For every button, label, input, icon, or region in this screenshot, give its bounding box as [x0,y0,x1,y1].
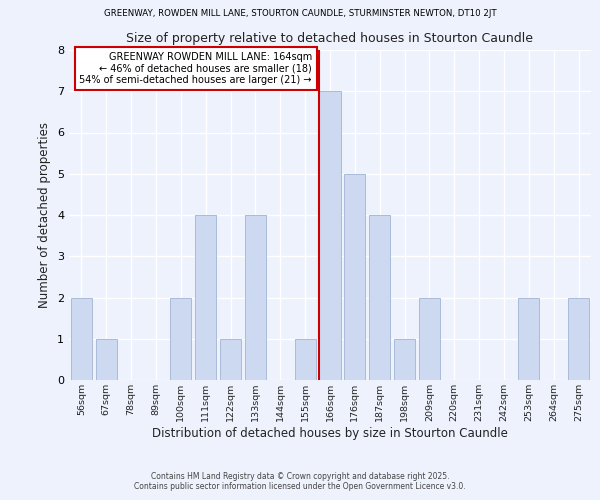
Bar [195,215,216,380]
Bar [394,339,415,380]
Bar [295,339,316,380]
Y-axis label: Number of detached properties: Number of detached properties [38,122,52,308]
Bar [369,215,390,380]
Text: Contains HM Land Registry data © Crown copyright and database right 2025.: Contains HM Land Registry data © Crown c… [151,472,449,481]
Text: GREENWAY, ROWDEN MILL LANE, STOURTON CAUNDLE, STURMINSTER NEWTON, DT10 2JT: GREENWAY, ROWDEN MILL LANE, STOURTON CAU… [104,9,496,18]
Bar [518,298,539,380]
Bar [245,215,266,380]
Bar [419,298,440,380]
Bar [220,339,241,380]
Bar [71,298,92,380]
Text: GREENWAY ROWDEN MILL LANE: 164sqm
← 46% of detached houses are smaller (18)
54% : GREENWAY ROWDEN MILL LANE: 164sqm ← 46% … [79,52,312,86]
Title: Size of property relative to detached houses in Stourton Caundle: Size of property relative to detached ho… [127,32,533,44]
Bar [568,298,589,380]
X-axis label: Distribution of detached houses by size in Stourton Caundle: Distribution of detached houses by size … [152,427,508,440]
Text: Contains public sector information licensed under the Open Government Licence v3: Contains public sector information licen… [134,482,466,491]
Bar [319,91,341,380]
Bar [96,339,117,380]
Bar [344,174,365,380]
Bar [170,298,191,380]
